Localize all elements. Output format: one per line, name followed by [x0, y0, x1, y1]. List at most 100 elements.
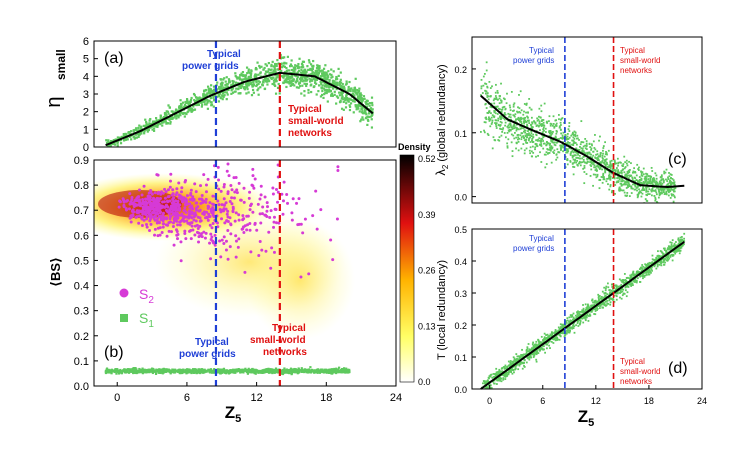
data-point: [365, 99, 368, 102]
data-point: [543, 153, 546, 156]
data-point-s1: [338, 366, 341, 369]
data-point: [322, 67, 326, 70]
data-point: [502, 117, 505, 120]
data-point: [485, 116, 487, 119]
data-point: [571, 156, 574, 159]
data-point: [148, 119, 151, 122]
data-point: [357, 91, 360, 94]
data-point-s2: [153, 191, 157, 195]
data-point: [660, 184, 663, 186]
data-point: [520, 121, 523, 123]
data-point: [105, 142, 109, 145]
data-point: [346, 97, 349, 100]
data-point-s1: [344, 371, 347, 374]
data-point-s1: [192, 371, 196, 374]
data-point: [529, 136, 532, 139]
data-point: [569, 319, 572, 322]
data-point-s2: [204, 200, 208, 204]
data-point: [583, 151, 586, 154]
data-point-s2: [272, 215, 276, 219]
data-point: [211, 90, 214, 93]
data-point: [327, 70, 330, 73]
data-point: [517, 106, 519, 109]
data-point: [299, 76, 302, 79]
data-point: [185, 98, 189, 101]
data-point: [660, 189, 663, 192]
data-point: [662, 181, 665, 184]
data-point-s2: [233, 190, 237, 194]
data-point: [540, 125, 543, 127]
data-point: [525, 147, 528, 150]
data-point: [544, 131, 547, 133]
data-point-s2: [169, 172, 173, 176]
data-point: [625, 195, 628, 197]
x-tick-label: 12: [250, 392, 262, 404]
data-point: [142, 124, 145, 127]
data-point: [233, 90, 236, 93]
data-point: [586, 151, 589, 154]
data-point: [631, 187, 634, 190]
data-point: [593, 166, 596, 169]
data-point: [205, 103, 208, 106]
data-point: [608, 188, 611, 191]
data-point: [255, 84, 258, 88]
data-point: [169, 122, 172, 125]
data-point: [302, 66, 305, 69]
data-point-s1: [129, 370, 132, 373]
data-point: [324, 76, 327, 79]
data-point-s2: [314, 189, 318, 193]
data-point: [601, 160, 604, 162]
data-point-s2: [256, 202, 260, 206]
data-point: [596, 156, 599, 159]
data-point: [315, 78, 318, 81]
data-point: [498, 97, 501, 100]
data-point: [303, 76, 307, 79]
data-point-s2: [270, 246, 274, 250]
data-point-s2: [166, 188, 170, 192]
panel-c: 0.00.10.2 (c) Typical power grids Typica…: [433, 36, 703, 204]
data-point: [555, 158, 558, 161]
data-point-s2: [216, 199, 220, 203]
data-point: [293, 84, 296, 87]
data-point: [196, 99, 199, 102]
data-point: [364, 107, 367, 110]
data-point: [564, 142, 567, 145]
data-point: [257, 82, 260, 85]
data-point: [289, 84, 292, 87]
data-point: [487, 95, 490, 98]
data-point: [347, 85, 350, 89]
data-point: [297, 86, 300, 89]
data-point-s1: [149, 370, 152, 373]
data-point: [312, 77, 316, 81]
data-point: [650, 268, 653, 271]
data-point: [553, 143, 556, 146]
data-point: [499, 124, 502, 127]
data-point: [664, 187, 667, 189]
data-point: [548, 130, 551, 132]
data-point: [244, 77, 247, 80]
data-point-s2: [218, 207, 222, 211]
data-point: [210, 84, 213, 87]
data-point-s2: [264, 249, 268, 253]
data-point-s2: [276, 200, 280, 204]
data-point: [325, 89, 328, 92]
data-point: [344, 99, 347, 102]
data-point: [197, 103, 201, 107]
data-point: [578, 160, 581, 163]
data-point: [594, 173, 597, 176]
data-point-s1: [246, 369, 249, 373]
data-point: [349, 102, 353, 105]
data-point: [328, 88, 331, 91]
data-point: [621, 174, 623, 177]
data-point: [610, 164, 613, 167]
data-point-s1: [291, 369, 294, 372]
data-point: [509, 129, 512, 132]
data-point-s1: [136, 371, 139, 374]
panel-c-tag: (c): [668, 151, 687, 168]
data-point-s2: [242, 200, 246, 204]
data-point: [303, 94, 306, 97]
data-point: [500, 101, 503, 104]
data-point: [622, 168, 624, 171]
data-point: [573, 166, 576, 168]
data-point-s2: [252, 186, 256, 190]
